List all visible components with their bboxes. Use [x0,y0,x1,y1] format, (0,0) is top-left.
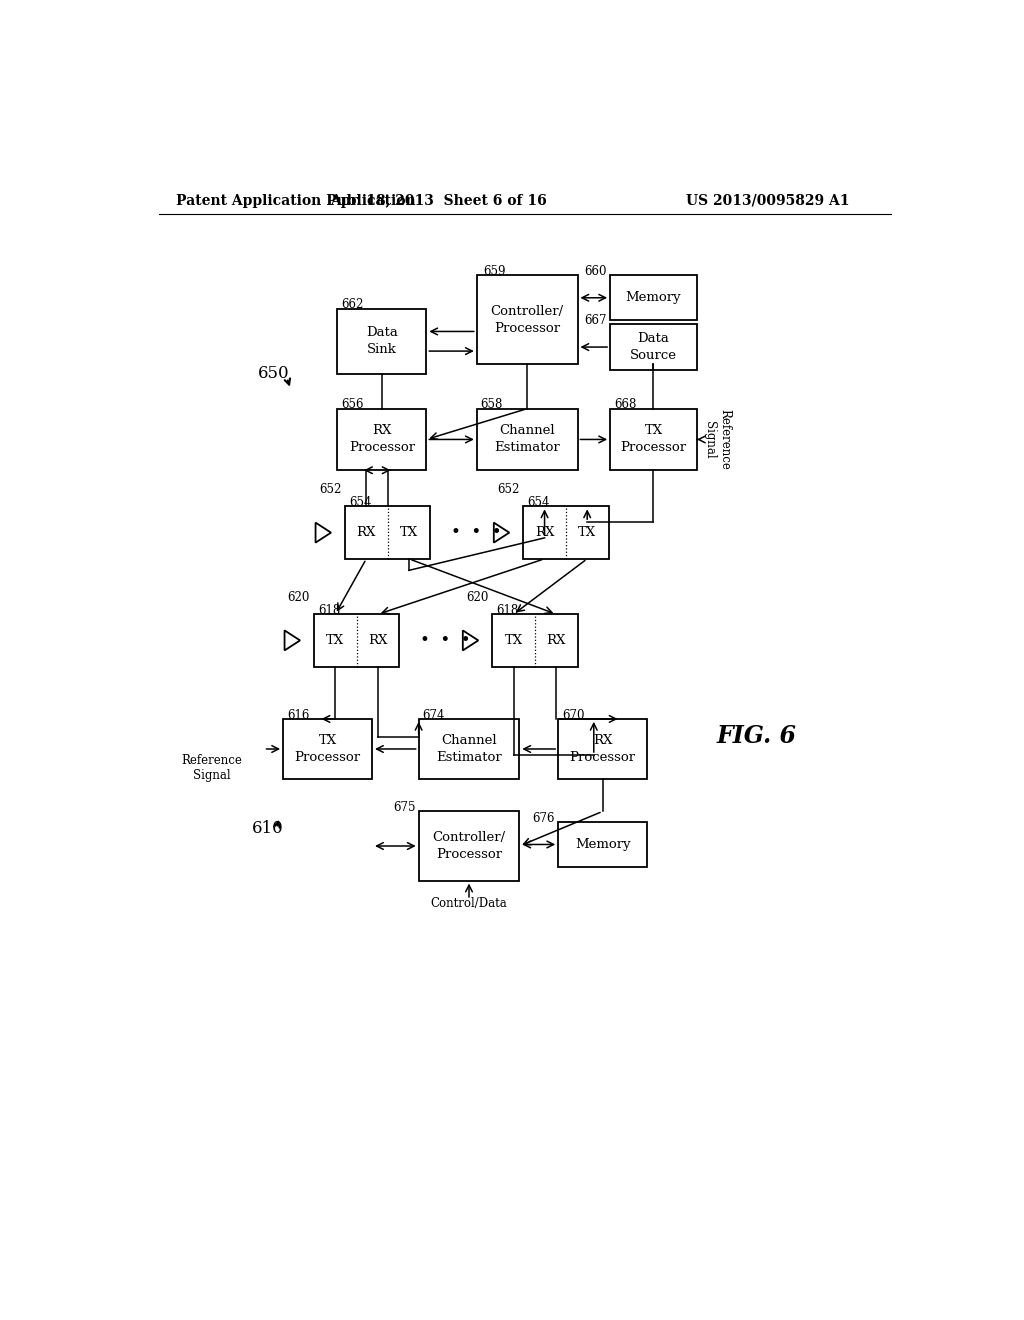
Text: 618: 618 [496,603,518,616]
Text: 620: 620 [288,591,310,603]
Text: Data
Source: Data Source [630,333,677,362]
Text: 676: 676 [532,812,555,825]
Bar [337,309,426,374]
Text: 675: 675 [393,801,416,814]
Bar [610,409,697,470]
Text: FIG. 6: FIG. 6 [717,723,797,748]
Bar [419,719,519,779]
Text: Controller/
Processor: Controller/ Processor [490,305,563,335]
Bar [337,409,426,470]
Bar [477,409,578,470]
Text: •  •  •: • • • [452,524,502,541]
Text: 667: 667 [585,314,607,326]
Bar [283,719,372,779]
Text: 670: 670 [562,709,585,722]
Text: RX: RX [369,634,388,647]
Text: Data
Sink: Data Sink [366,326,397,356]
Text: Channel
Estimator: Channel Estimator [436,734,502,764]
Bar [419,812,519,880]
Text: 610: 610 [252,820,284,837]
Bar [493,614,578,667]
Text: TX: TX [327,634,344,647]
Bar [558,822,647,867]
Text: 618: 618 [317,603,340,616]
Text: Control/Data: Control/Data [431,898,507,911]
Bar [345,507,430,558]
Bar [610,323,697,370]
Text: 654: 654 [527,496,550,510]
Text: 620: 620 [466,591,488,603]
Text: 659: 659 [483,265,506,279]
Text: 652: 652 [318,483,341,496]
Bar [477,276,578,364]
Text: 650: 650 [258,366,290,383]
Text: 654: 654 [349,496,372,510]
Text: RX: RX [547,634,566,647]
Text: 662: 662 [341,298,364,312]
Text: RX
Processor: RX Processor [569,734,636,764]
Text: US 2013/0095829 A1: US 2013/0095829 A1 [686,194,850,207]
Text: Apr. 18, 2013  Sheet 6 of 16: Apr. 18, 2013 Sheet 6 of 16 [330,194,547,207]
Text: Reference
Signal: Reference Signal [703,409,731,470]
Text: TX: TX [579,527,596,539]
Bar [558,719,647,779]
Text: Memory: Memory [574,838,631,851]
Text: •  •  •: • • • [421,632,471,649]
Bar [523,507,608,558]
Text: 658: 658 [480,399,503,412]
Text: Channel
Estimator: Channel Estimator [495,425,560,454]
Text: 616: 616 [287,709,309,722]
Text: Patent Application Publication: Patent Application Publication [176,194,416,207]
Text: 652: 652 [497,483,519,496]
Text: TX
Processor: TX Processor [295,734,360,764]
Text: TX: TX [400,527,418,539]
Text: Controller/
Processor: Controller/ Processor [432,832,506,861]
Text: 674: 674 [423,709,445,722]
Text: 668: 668 [614,399,636,412]
Text: TX
Processor: TX Processor [621,425,686,454]
Text: RX
Processor: RX Processor [349,425,415,454]
Text: RX: RX [356,527,376,539]
Text: 656: 656 [341,399,364,412]
Bar [314,614,399,667]
Text: TX: TX [505,634,522,647]
Text: Memory: Memory [626,292,681,305]
Bar [610,276,697,321]
Text: Reference
Signal: Reference Signal [182,754,243,783]
Text: RX: RX [535,527,554,539]
Text: 660: 660 [585,265,607,279]
